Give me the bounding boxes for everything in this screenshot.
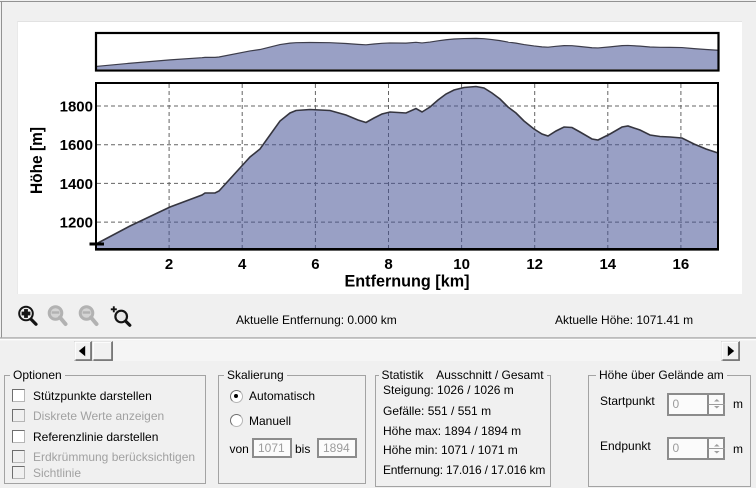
svg-text:Entfernung [km]: Entfernung [km] <box>345 273 470 291</box>
svg-text:14: 14 <box>599 256 616 273</box>
svg-text:2: 2 <box>165 256 173 273</box>
svg-text:12: 12 <box>526 256 543 273</box>
svg-text:8: 8 <box>384 256 392 273</box>
svg-text:Höhe [m]: Höhe [m] <box>28 127 46 194</box>
svg-text:6: 6 <box>311 256 319 273</box>
svg-text:10: 10 <box>453 256 470 273</box>
svg-text:16: 16 <box>673 256 690 273</box>
svg-text:1200: 1200 <box>60 215 93 232</box>
svg-text:1400: 1400 <box>60 176 93 193</box>
svg-text:1800: 1800 <box>60 98 93 115</box>
svg-text:1600: 1600 <box>60 137 93 154</box>
svg-text:4: 4 <box>238 256 247 273</box>
